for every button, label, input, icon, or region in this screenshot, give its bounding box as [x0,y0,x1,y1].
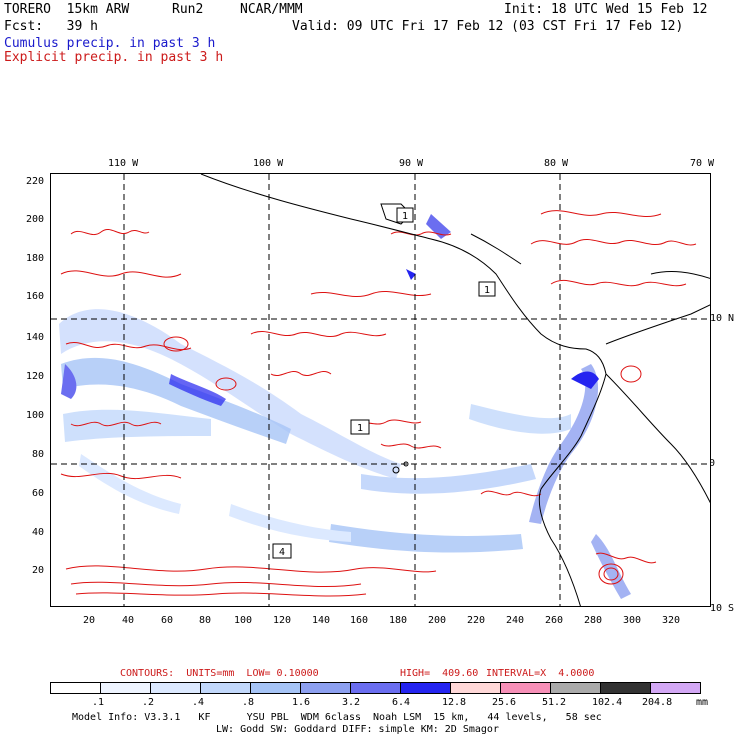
colorbar-swatch [200,682,251,694]
lon-label: 90 W [399,158,424,169]
lat-label: 10 N [710,313,735,324]
lon-label: 100 W [253,158,284,169]
box-label: 1 [402,211,408,222]
y-tick: 20 [32,565,45,576]
explicit-legend: Explicit precip. in past 3 h [4,50,224,65]
x-tick: 200 [428,615,447,626]
colorbar-label: 3.2 [342,697,361,708]
valid-time: Valid: 09 UTC Fri 17 Feb 12 (03 CST Fri … [292,19,684,34]
x-tick: 60 [161,615,174,626]
lon-label: 80 W [544,158,569,169]
colorbar-label: 12.8 [442,697,467,708]
x-tick: 240 [506,615,525,626]
explicit-precip-contours [60,210,697,597]
y-tick: 160 [26,291,45,302]
run-label: Run2 [172,2,204,17]
colorbar-swatch [450,682,501,694]
cumulus-legend: Cumulus precip. in past 3 h [4,36,216,51]
colorbar-label: .2 [142,697,155,708]
forecast-hour: Fcst: 39 h [4,19,98,34]
colorbar-unit: mm [696,697,709,708]
colorbar-swatch [500,682,551,694]
org-label: NCAR/MMM [240,2,303,17]
colorbar-label: .8 [242,697,255,708]
colorbar-label: 25.6 [492,697,517,708]
precip-map: 1 1 1 4 [50,173,711,607]
x-tick: 260 [545,615,564,626]
y-tick: 100 [26,410,45,421]
y-tick: 180 [26,253,45,264]
x-tick: 140 [312,615,331,626]
x-tick: 300 [623,615,642,626]
colorbar-swatch [650,682,701,694]
y-tick: 220 [26,176,45,187]
boxed-labels: 1 1 1 4 [272,207,496,559]
x-tick: 20 [83,615,96,626]
colorbar-label: 102.4 [592,697,623,708]
x-tick: 80 [199,615,212,626]
colorbar-label: 1.6 [292,697,311,708]
x-tick: 280 [584,615,603,626]
colorbar-label: .4 [192,697,205,708]
x-tick: 100 [234,615,253,626]
y-tick: 40 [32,527,45,538]
x-tick: 180 [389,615,408,626]
y-tick: 140 [26,332,45,343]
colorbar-label: 6.4 [392,697,411,708]
box-label: 1 [357,423,363,434]
model-title: TORERO 15km ARW [4,2,130,17]
colorbar-swatch [150,682,201,694]
lon-label: 70 W [690,158,715,169]
box-label: 1 [484,285,490,296]
contour-interval: INTERVAL=X 4.0000 [486,668,595,679]
colorbar-swatch [50,682,101,694]
cumulus-precip-shading [59,214,631,599]
colorbar-swatch [300,682,351,694]
x-tick: 40 [122,615,135,626]
map-canvas: 1 1 1 4 [51,174,710,606]
colorbar-label: 204.8 [642,697,673,708]
y-tick: 60 [32,488,45,499]
x-tick: 160 [350,615,369,626]
colorbar-swatch [400,682,451,694]
lon-label: 110 W [108,158,139,169]
colorbar-swatch [550,682,601,694]
colorbar-swatch [350,682,401,694]
lat-label: 0 [709,458,716,469]
contour-high: HIGH= 409.60 [400,668,479,679]
y-tick: 200 [26,214,45,225]
init-time: Init: 18 UTC Wed 15 Feb 12 [504,2,708,17]
colorbar-swatch [100,682,151,694]
model-info: Model Info: V3.3.1 KF YSU PBL WDM 6class… [72,712,602,723]
box-label: 4 [279,547,285,558]
colorbar-label: 51.2 [542,697,567,708]
physics-info: LW: Godd SW: Goddard DIFF: simple KM: 2D… [216,724,499,735]
latlon-grid [51,174,710,606]
lat-label: 10 S [710,603,735,614]
colorbar-swatch [600,682,651,694]
y-tick: 120 [26,371,45,382]
colorbar-label: .1 [92,697,105,708]
y-tick: 80 [32,449,45,460]
x-tick: 220 [467,615,486,626]
x-tick: 320 [662,615,681,626]
x-tick: 120 [273,615,292,626]
colorbar-swatch [250,682,301,694]
contour-units: CONTOURS: UNITS=mm LOW= 0.10000 [120,668,319,679]
